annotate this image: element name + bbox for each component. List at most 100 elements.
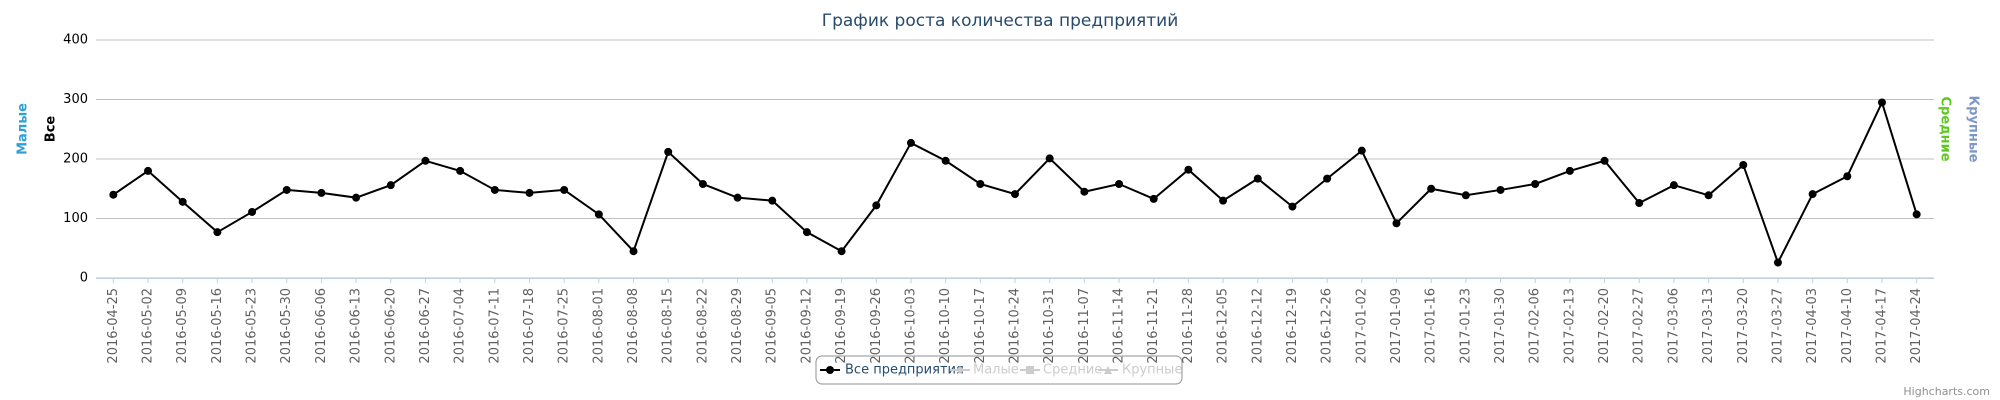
x-tick-label: 2016-05-02	[141, 288, 156, 364]
point[interactable]	[1427, 184, 1436, 193]
series-line	[112, 99, 1918, 266]
y-axis-title: Малые	[16, 103, 31, 155]
point[interactable]	[1669, 181, 1678, 190]
legend-label[interactable]: Малые	[973, 363, 1019, 378]
point[interactable]	[837, 247, 846, 256]
x-tick-label: 2016-08-29	[730, 288, 745, 364]
point[interactable]	[802, 228, 811, 237]
x-tick-label: 2016-06-13	[349, 288, 364, 364]
y-axis-title: Все	[44, 116, 59, 143]
point[interactable]	[1704, 191, 1713, 200]
point[interactable]	[421, 156, 430, 165]
point[interactable]	[872, 201, 881, 210]
point[interactable]	[976, 179, 985, 188]
point[interactable]	[1357, 146, 1366, 155]
point[interactable]	[1392, 219, 1401, 228]
point[interactable]	[456, 166, 465, 175]
point[interactable]	[386, 181, 395, 190]
x-tick-label: 2017-02-06	[1528, 288, 1543, 364]
x-tick-label: 2016-06-06	[314, 288, 329, 364]
point[interactable]	[560, 185, 569, 194]
point[interactable]	[1565, 166, 1574, 175]
point[interactable]	[213, 228, 222, 237]
x-tick-label: 2017-04-03	[1805, 288, 1820, 364]
point[interactable]	[144, 166, 153, 175]
point[interactable]	[1253, 174, 1262, 183]
x-tick-label: 2016-10-17	[973, 288, 988, 364]
point[interactable]	[1635, 199, 1644, 208]
point[interactable]	[1808, 190, 1817, 199]
legend-label[interactable]: Все предприятия	[845, 363, 964, 378]
x-tick-label: 2017-01-23	[1458, 288, 1473, 364]
x-tick-label: 2016-05-30	[279, 288, 294, 364]
point[interactable]	[490, 185, 499, 194]
x-tick-label: 2016-07-25	[557, 288, 572, 364]
point[interactable]	[1323, 174, 1332, 183]
point[interactable]	[525, 188, 534, 197]
x-tick-label: 2017-03-27	[1770, 288, 1785, 364]
point[interactable]	[1843, 172, 1852, 181]
legend-box	[815, 355, 1183, 385]
point[interactable]	[733, 193, 742, 202]
x-tick-label: 2016-10-24	[1008, 288, 1023, 364]
x-tick-label: 2016-06-27	[418, 288, 433, 364]
x-tick-label: 2016-05-16	[210, 288, 225, 364]
point[interactable]	[248, 207, 257, 216]
point[interactable]	[1288, 202, 1297, 211]
point[interactable]	[1877, 98, 1886, 107]
x-tick-label: 2016-11-14	[1112, 288, 1127, 364]
y-tick-label: 0	[80, 271, 88, 286]
x-tick-label: 2017-04-10	[1840, 288, 1855, 364]
point[interactable]	[1045, 154, 1054, 163]
point[interactable]	[1600, 156, 1609, 165]
x-tick-label: 2016-07-04	[453, 288, 468, 364]
point[interactable]	[906, 138, 915, 147]
point[interactable]	[1149, 194, 1158, 203]
legend-marker	[956, 366, 964, 374]
x-tick-label: 2017-01-09	[1389, 288, 1404, 364]
credits[interactable]: Highcharts.com	[1903, 385, 1990, 398]
x-tick-label: 2017-01-16	[1424, 288, 1439, 364]
y-tick-label: 400	[63, 33, 88, 48]
x-tick-label: 2017-01-02	[1354, 288, 1369, 364]
point[interactable]	[1531, 179, 1540, 188]
point[interactable]	[352, 193, 361, 202]
x-tick-label: 2016-11-21	[1146, 288, 1161, 364]
point[interactable]	[698, 179, 707, 188]
legend-label[interactable]: Крупные	[1122, 363, 1182, 378]
x-tick-label: 2016-12-05	[1216, 288, 1231, 364]
x-tick-label: 2016-08-01	[591, 288, 606, 364]
point[interactable]	[768, 196, 777, 205]
point[interactable]	[317, 188, 326, 197]
point[interactable]	[1496, 185, 1505, 194]
x-tick-label: 2016-09-19	[834, 288, 849, 364]
point[interactable]	[1461, 191, 1470, 200]
point[interactable]	[1773, 258, 1782, 267]
x-tick-label: 2016-12-26	[1320, 288, 1335, 364]
x-tick-label: 2017-03-06	[1666, 288, 1681, 364]
point[interactable]	[109, 190, 118, 199]
point[interactable]	[178, 197, 187, 206]
x-tick-label: 2016-08-08	[626, 288, 641, 364]
point[interactable]	[941, 156, 950, 165]
point[interactable]	[664, 147, 673, 156]
x-tick-label: 2016-10-10	[938, 288, 953, 364]
x-tick-label: 2017-01-30	[1493, 288, 1508, 364]
point[interactable]	[1219, 196, 1228, 205]
point[interactable]	[1115, 179, 1124, 188]
x-tick-label: 2016-07-18	[522, 288, 537, 364]
point[interactable]	[1739, 160, 1748, 169]
point[interactable]	[282, 185, 291, 194]
x-tick-label: 2016-08-15	[661, 288, 676, 364]
point[interactable]	[1184, 165, 1193, 174]
point[interactable]	[629, 247, 638, 256]
legend-marker	[1104, 366, 1112, 374]
legend-label[interactable]: Средние	[1043, 363, 1102, 378]
point[interactable]	[1011, 190, 1019, 199]
point[interactable]	[594, 210, 603, 219]
x-tick-label: 2016-11-07	[1077, 288, 1092, 364]
point[interactable]	[1912, 210, 1921, 219]
point[interactable]	[1080, 187, 1089, 196]
y-axis-title: Средние	[1938, 96, 1953, 161]
